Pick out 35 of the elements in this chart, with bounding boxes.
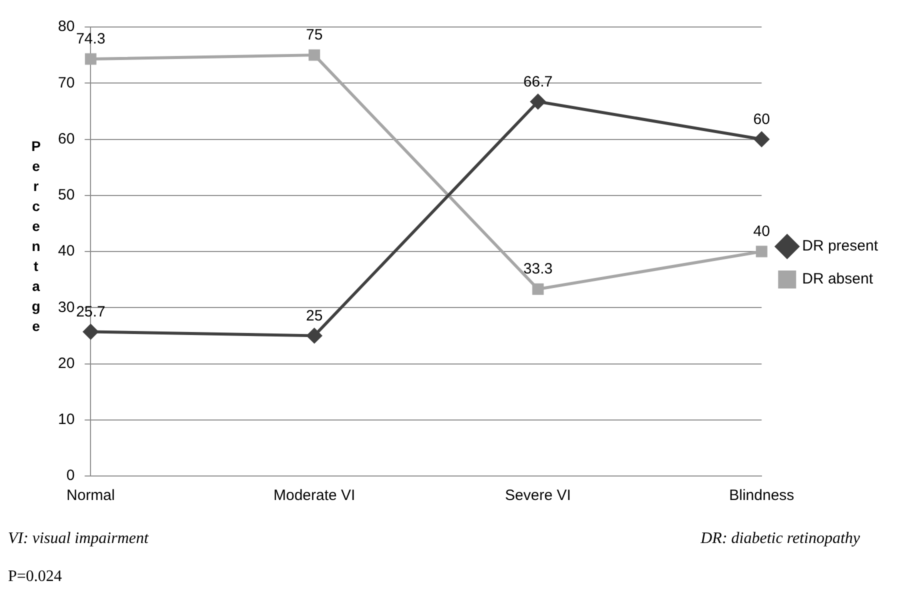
point xyxy=(754,132,770,147)
legend-label: DR present xyxy=(802,238,879,255)
y-tick-label: 30 xyxy=(58,298,75,316)
y-tick-label: 50 xyxy=(58,186,75,204)
y-tick-label: 60 xyxy=(58,130,75,148)
data-label: 25.7 xyxy=(76,303,106,320)
y-axis-title: Percentage xyxy=(28,138,44,338)
y-tick-label: 10 xyxy=(58,411,75,428)
point xyxy=(530,94,546,110)
x-tick-label: Severe VI xyxy=(505,487,571,504)
legend-label: DR absent xyxy=(802,270,874,288)
y-tick-label: 0 xyxy=(66,467,75,484)
y-tick-label: 70 xyxy=(58,74,75,92)
point xyxy=(84,53,96,65)
point xyxy=(306,328,322,344)
x-tick-label: Normal xyxy=(66,487,115,504)
data-label: 66.7 xyxy=(523,73,553,90)
text: P=0.024 xyxy=(8,568,62,586)
data-label: 33.3 xyxy=(523,260,553,278)
data-label: 74.3 xyxy=(76,30,106,48)
y-tick-label: 40 xyxy=(58,242,75,260)
y-tick-label: 20 xyxy=(58,354,75,372)
data-label: 75 xyxy=(306,26,323,44)
point xyxy=(756,246,768,258)
point xyxy=(83,324,98,340)
data-label: 40 xyxy=(753,223,770,240)
data-label: 25 xyxy=(306,307,323,324)
text: VI: visual impairment xyxy=(8,530,148,548)
y-tick-label: 80 xyxy=(58,18,75,36)
x-tick-label: Moderate VI xyxy=(273,487,356,504)
point xyxy=(532,283,544,295)
data-label: 60 xyxy=(753,110,770,128)
text: DR: diabetic retinopathy xyxy=(700,530,860,548)
point xyxy=(308,49,320,61)
x-tick-label: Blindness xyxy=(729,487,794,504)
